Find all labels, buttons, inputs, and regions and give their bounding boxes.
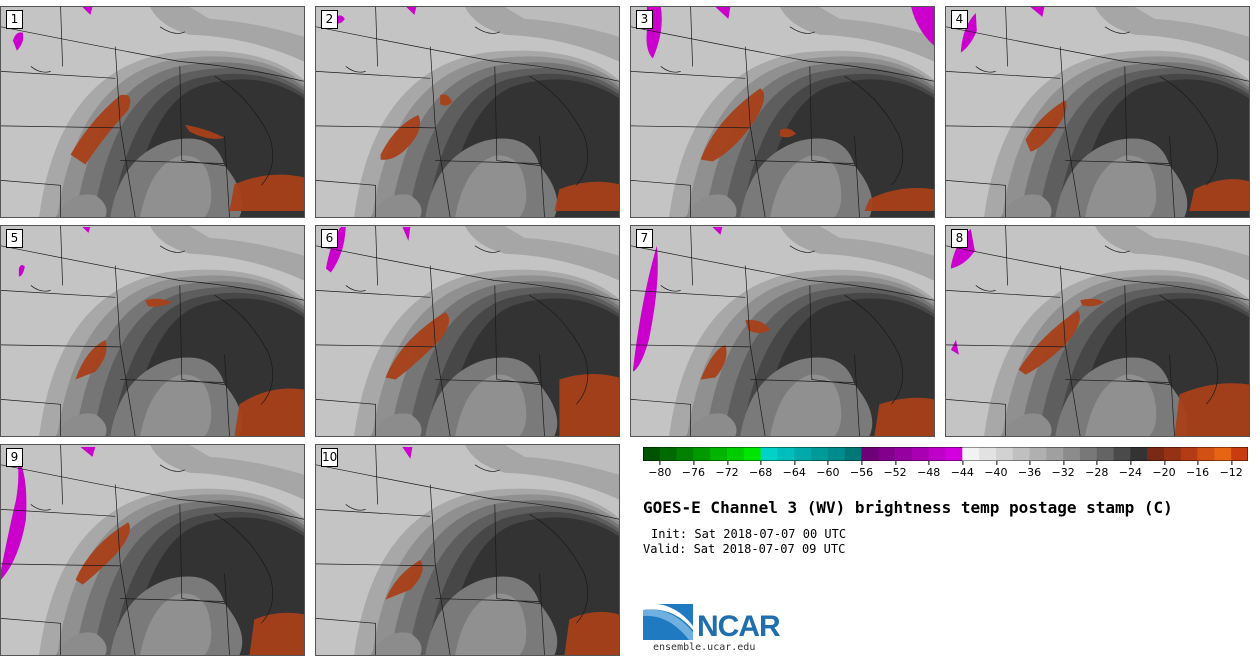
member-label: 5 [6, 229, 23, 248]
colorbar-bin [1197, 447, 1215, 461]
colorbar-tick-label: −80 [648, 461, 671, 479]
wv-brightness-map [631, 7, 934, 217]
colorbar-bin [995, 447, 1014, 461]
colorbar-bin [1147, 447, 1165, 461]
colorbar-tick-label: −52 [883, 461, 907, 479]
wv-brightness-map [316, 7, 619, 217]
colorbar-tick-label: −32 [1052, 461, 1075, 479]
colorbar-bin [1029, 447, 1047, 461]
wv-brightness-map [316, 445, 619, 655]
ensemble-panel: 4 [945, 6, 1250, 218]
colorbar-bin [1231, 447, 1248, 461]
wv-brightness-map [316, 226, 619, 436]
colorbar-bin [962, 447, 980, 461]
colorbar-bin [827, 447, 845, 461]
colorbar-bin [710, 447, 728, 461]
colorbar-tick-label: −36 [1018, 461, 1041, 479]
valid-time: Valid: Sat 2018-07-07 09 UTC [643, 542, 846, 556]
colorbar-bin [1096, 447, 1114, 461]
ensemble-panel: 9 [0, 444, 305, 656]
ensemble-panel: 10 [315, 444, 620, 656]
wv-brightness-map [946, 226, 1249, 436]
colorbar-bin [928, 447, 946, 461]
colorbar-tick-label: −12 [1220, 461, 1243, 479]
colorbar-tick-label: −44 [951, 461, 974, 479]
wv-brightness-map [946, 7, 1249, 217]
colorbar-tick-label: −16 [1186, 461, 1209, 479]
colorbar-bin [1163, 447, 1182, 461]
colorbar-bin [676, 447, 694, 461]
colorbar-tick-label: −64 [783, 461, 806, 479]
colorbar-bin [1113, 447, 1131, 461]
wv-brightness-map [1, 7, 304, 217]
figure-title: GOES-E Channel 3 (WV) brightness temp po… [643, 498, 1173, 517]
member-label: 7 [636, 229, 653, 248]
ensemble-panel: 2 [315, 6, 620, 218]
colorbar-bin [727, 447, 745, 461]
ensemble-panel: 8 [945, 225, 1250, 437]
colorbar-ticks: −80 −76 −72 −68 −64 −60 −56 −52 −48 −44 −40 −36 −32−… [643, 461, 1248, 481]
member-label: 4 [951, 10, 968, 29]
ensemble-panel: 7 [630, 225, 935, 437]
member-label: 10 [321, 448, 338, 467]
colorbar-tick-label: −68 [749, 461, 772, 479]
colorbar-bin [895, 447, 913, 461]
colorbar-bin [878, 447, 896, 461]
colorbar-bin [643, 447, 661, 461]
colorbar-bin [760, 447, 778, 461]
colorbar-bin [844, 447, 862, 461]
ensemble-panel: 1 [0, 6, 305, 218]
init-time: Init: Sat 2018-07-07 00 UTC [651, 527, 847, 541]
colorbar-tick-label: −72 [715, 461, 739, 479]
colorbar-bin [861, 447, 879, 461]
member-label: 9 [6, 448, 23, 467]
colorbar-bin [659, 447, 677, 461]
colorbar-tick-label: −28 [1085, 461, 1108, 479]
colorbar-bin [777, 447, 795, 461]
ensemble-url: ensemble.ucar.edu [653, 642, 756, 653]
colorbar-tick-label: −48 [917, 461, 940, 479]
ensemble-panel: 5 [0, 225, 305, 437]
member-label: 2 [321, 10, 338, 29]
member-label: 6 [321, 229, 338, 248]
colorbar-bin [811, 447, 829, 461]
colorbar-bin [1063, 447, 1081, 461]
colorbar-tick-label: −24 [1119, 461, 1142, 479]
ensemble-panel: 6 [315, 225, 620, 437]
colorbar [643, 447, 1248, 461]
colorbar-tick-label: −40 [984, 461, 1008, 479]
colorbar-tick-label: −60 [816, 461, 839, 479]
wv-brightness-map [1, 226, 304, 436]
ncar-logo-icon [643, 603, 693, 640]
wv-brightness-map [1, 445, 304, 655]
colorbar-bin [794, 447, 812, 461]
colorbar-bin [743, 447, 761, 461]
colorbar-bin [911, 447, 929, 461]
member-label: 1 [6, 10, 23, 29]
colorbar-bin [1012, 447, 1030, 461]
colorbar-bin [1130, 447, 1148, 461]
colorbar-tick-label: −20 [1152, 461, 1176, 479]
member-label: 8 [951, 229, 968, 248]
colorbar-tick-label: −76 [682, 461, 705, 479]
ensemble-panel: 3 [630, 6, 935, 218]
colorbar-bin [693, 447, 711, 461]
ncar-logo-text: NCAR [697, 610, 781, 643]
colorbar-bin [1079, 447, 1098, 461]
colorbar-bin [1180, 447, 1198, 461]
colorbar-bin [1046, 447, 1064, 461]
colorbar-tick-label: −56 [850, 461, 873, 479]
colorbar-bin [1214, 447, 1232, 461]
colorbar-bin [945, 447, 963, 461]
member-label: 3 [636, 10, 653, 29]
wv-brightness-map [631, 226, 934, 436]
colorbar-bin [979, 447, 997, 461]
